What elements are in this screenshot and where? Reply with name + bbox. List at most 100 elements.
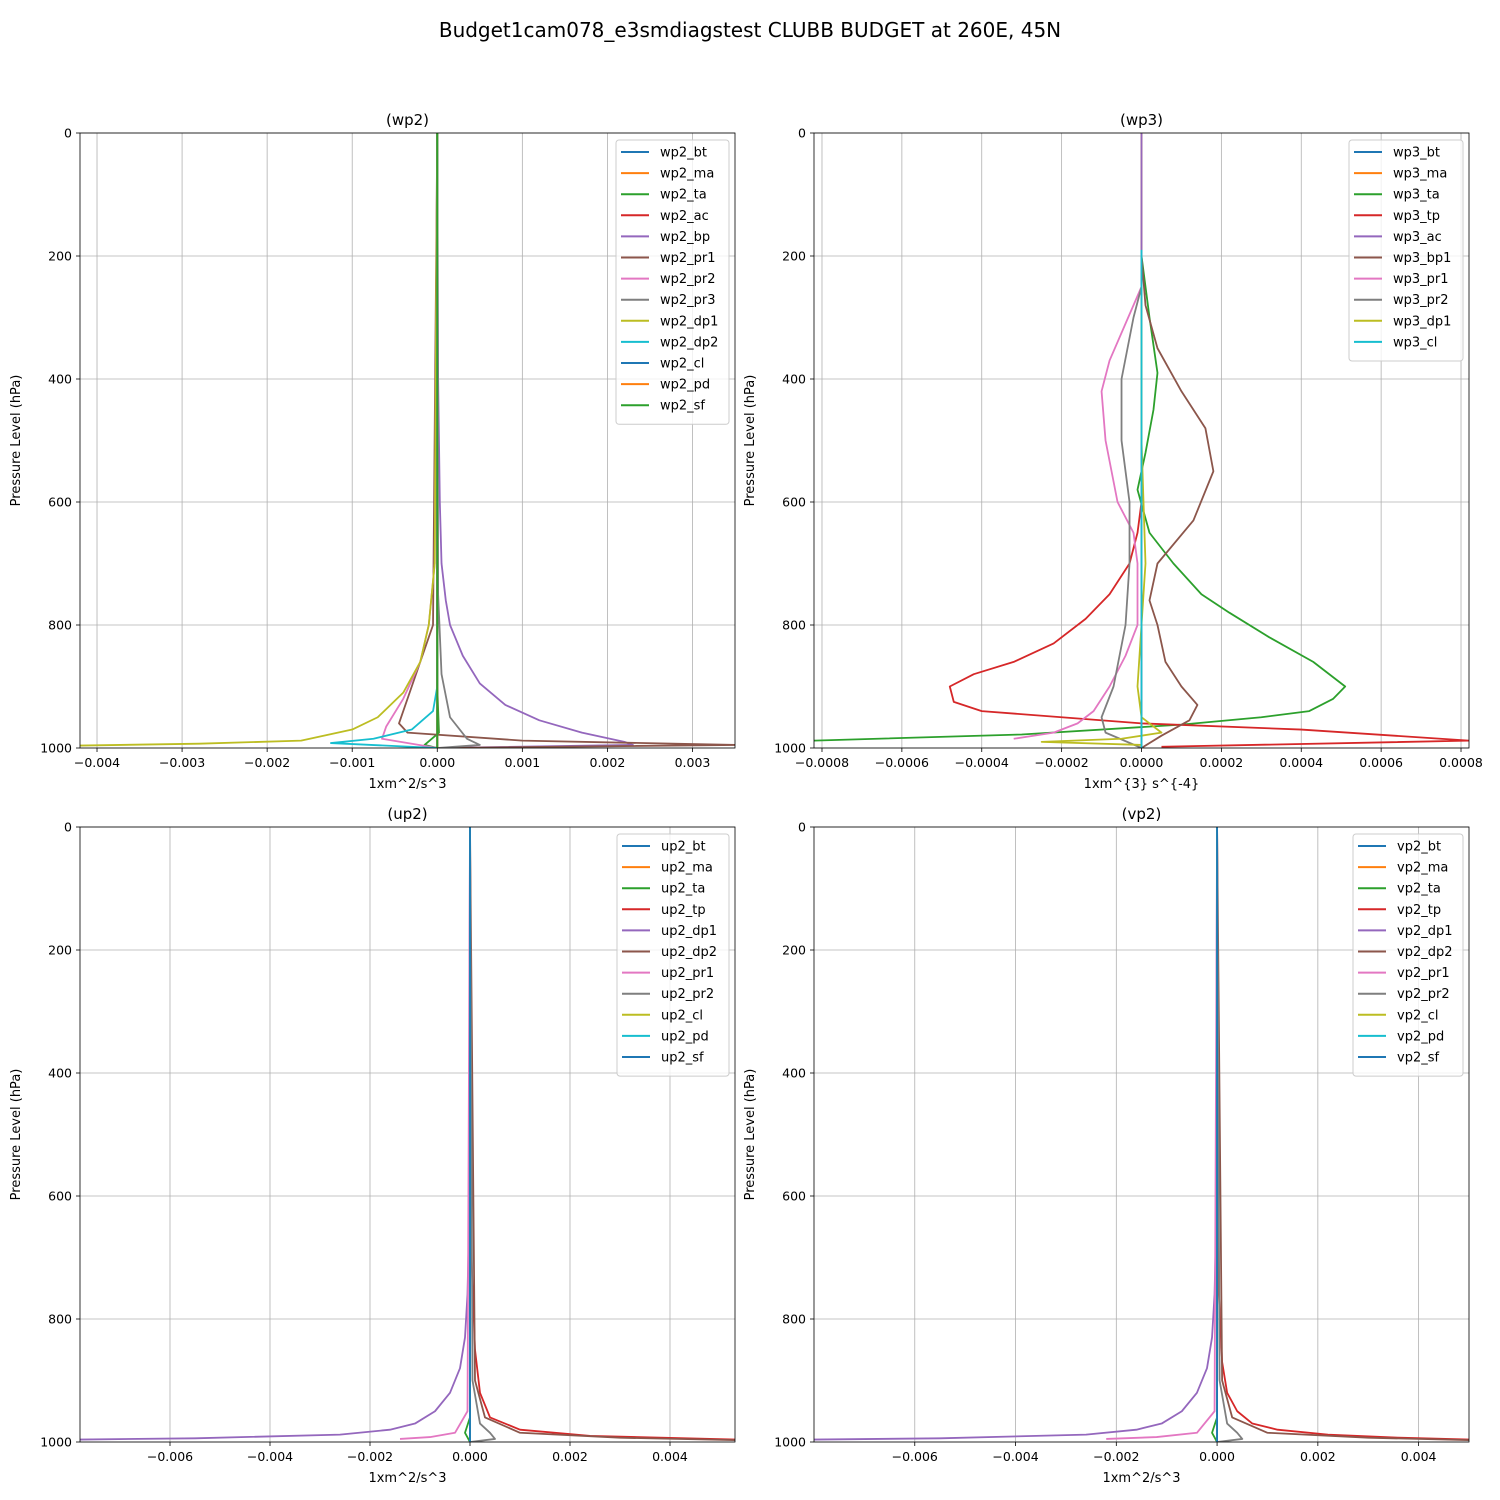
y-tick-label: 0 [798,126,806,141]
legend-label: up2_dp2 [661,945,717,960]
legend-item: wp2_dp1 [621,314,718,329]
series-line-vp2_tp [1216,827,1469,1441]
chart-panel-1: −0.0008 −0.0006 −0.0004 −0.0002 0.0000 0.0002… [743,111,1483,792]
legend-item: wp2_pd [621,378,710,393]
y-axis-label: Pressure Level (hPa) [743,1069,758,1201]
y-tick-label: 400 [782,372,806,387]
legend-label: wp2_cl [660,357,704,372]
legend-label: wp2_dp2 [660,335,718,350]
legend-item: vp2_cl [1358,1008,1438,1023]
legend: wp2_bt wp2_ma wp2_ta wp2_ac wp2_bp wp2_pr1 wp2… [615,139,730,425]
x-tick-label: −0.004 [992,1449,1038,1464]
x-axis-label: 1xm^2/s^3 [368,777,446,792]
x-tick-label: −0.004 [74,755,120,770]
legend-label: wp3_ta [1393,188,1440,203]
legend-label: wp2_bp [660,230,710,245]
x-axis-label: 1xm^2/s^3 [368,1471,446,1486]
legend-label: up2_tp [661,903,706,918]
series-line-up2_pr2 [469,827,496,1442]
legend-item: vp2_dp1 [1358,924,1453,939]
series-line-vp2_pr1 [1106,827,1218,1440]
series-group [814,133,1469,748]
y-axis-label: Pressure Level (hPa) [743,375,758,507]
x-tick-label: 0.002 [590,755,626,770]
y-tick-label: 800 [782,618,806,633]
legend: up2_bt up2_ma up2_ta up2_tp up2_dp1 up2_dp2up… [616,833,730,1077]
x-tick-label: −0.0002 [1035,755,1089,770]
legend-item: up2_tp [622,903,706,918]
legend-item: wp2_ta [621,188,707,203]
legend-label: up2_ma [661,861,713,876]
legend-item: wp3_ma [1354,167,1447,182]
series-line-wp2_bp [436,133,634,748]
legend-item: wp2_bt [621,146,707,161]
legend-label: wp2_pr3 [660,293,716,308]
y-tick-label: 800 [48,1312,72,1327]
legend-item: wp2_pr1 [621,251,716,266]
legend-frame [615,139,730,425]
x-tick-label: −0.0004 [955,755,1009,770]
legend-item: up2_bt [622,840,706,855]
x-tick-label: 0.000 [452,1449,488,1464]
series-line-wp2_dp1 [80,133,439,747]
legend-label: wp2_sf [660,399,705,414]
legend-label: wp3_pr2 [1393,293,1449,308]
legend-label: vp2_pr2 [1397,987,1450,1002]
legend-label: wp3_bt [1393,146,1440,161]
series-line-up2_pr1 [399,827,471,1440]
x-tick-label: 0.003 [675,755,711,770]
series-line-wp2_pr2 [381,133,439,748]
legend-item: up2_cl [622,1008,703,1023]
legend-item: wp2_pr2 [621,272,716,287]
legend-item: wp2_pr3 [621,293,716,308]
legend: vp2_bt vp2_ma vp2_ta vp2_tp vp2_dp1 vp2_dp2vp… [1352,833,1464,1077]
legend-item: wp2_ac [621,209,709,224]
y-tick-label: 1000 [40,741,72,756]
y-tick-label: 600 [48,495,72,510]
y-tick-label: 0 [64,126,72,141]
series-line-up2_dp1 [80,827,471,1441]
chart-panels: −0.004 −0.003 −0.002 −0.001 0.000 0.001 0.002 0… [9,111,1483,1486]
legend-label: vp2_ma [1397,861,1448,876]
x-axis-label: 1xm^2/s^3 [1102,1471,1180,1486]
x-tick-label: −0.003 [159,755,205,770]
legend-label: vp2_ta [1397,882,1441,897]
x-tick-label: 0.0006 [1359,755,1403,770]
y-tick-label: 200 [48,943,72,958]
y-tick-label: 0 [64,820,72,835]
legend-label: up2_ta [661,882,705,897]
legend-label: wp2_ta [660,188,707,203]
legend-item: wp2_sf [621,399,705,414]
x-tick-label: −0.0008 [795,755,849,770]
legend-item: vp2_sf [1358,1051,1439,1066]
x-tick-label: 0.0002 [1200,755,1244,770]
legend-label: vp2_dp2 [1397,945,1453,960]
legend-label: wp3_ma [1393,167,1447,182]
series-line-wp3_bp1 [1140,255,1215,748]
legend-item: wp2_dp2 [621,335,718,350]
legend-frame [1348,139,1464,362]
series-line-wp3_pr1 [1013,286,1143,740]
x-tick-label: −0.001 [329,755,375,770]
series-line-wp2_pr3 [436,133,481,748]
x-tick-label: 0.004 [1401,1449,1437,1464]
legend-item: up2_ta [622,882,705,897]
y-tick-label: 1000 [40,1435,72,1450]
x-axis-label: 1xm^{3} s^{-4} [1084,777,1200,792]
legend-item: vp2_bt [1358,840,1441,855]
legend-label: vp2_bt [1397,840,1441,855]
x-tick-label: −0.006 [147,1449,193,1464]
y-tick-label: 800 [782,1312,806,1327]
legend-item: vp2_pr1 [1358,966,1450,981]
legend: wp3_bt wp3_ma wp3_ta wp3_tp wp3_ac wp3_bp1 wp3… [1348,139,1464,362]
legend-item: up2_dp1 [622,924,717,939]
y-tick-label: 400 [782,1066,806,1081]
x-tick-label: −0.002 [1093,1449,1139,1464]
legend-item: vp2_ta [1358,882,1441,897]
legend-label: wp3_cl [1393,335,1437,350]
legend-label: wp2_pr1 [660,251,716,266]
legend-item: wp3_pr2 [1354,293,1449,308]
chart-panel-0: −0.004 −0.003 −0.002 −0.001 0.000 0.001 0.002 0… [9,111,736,792]
x-tick-label: −0.004 [247,1449,293,1464]
y-axis-label: Pressure Level (hPa) [9,375,24,507]
